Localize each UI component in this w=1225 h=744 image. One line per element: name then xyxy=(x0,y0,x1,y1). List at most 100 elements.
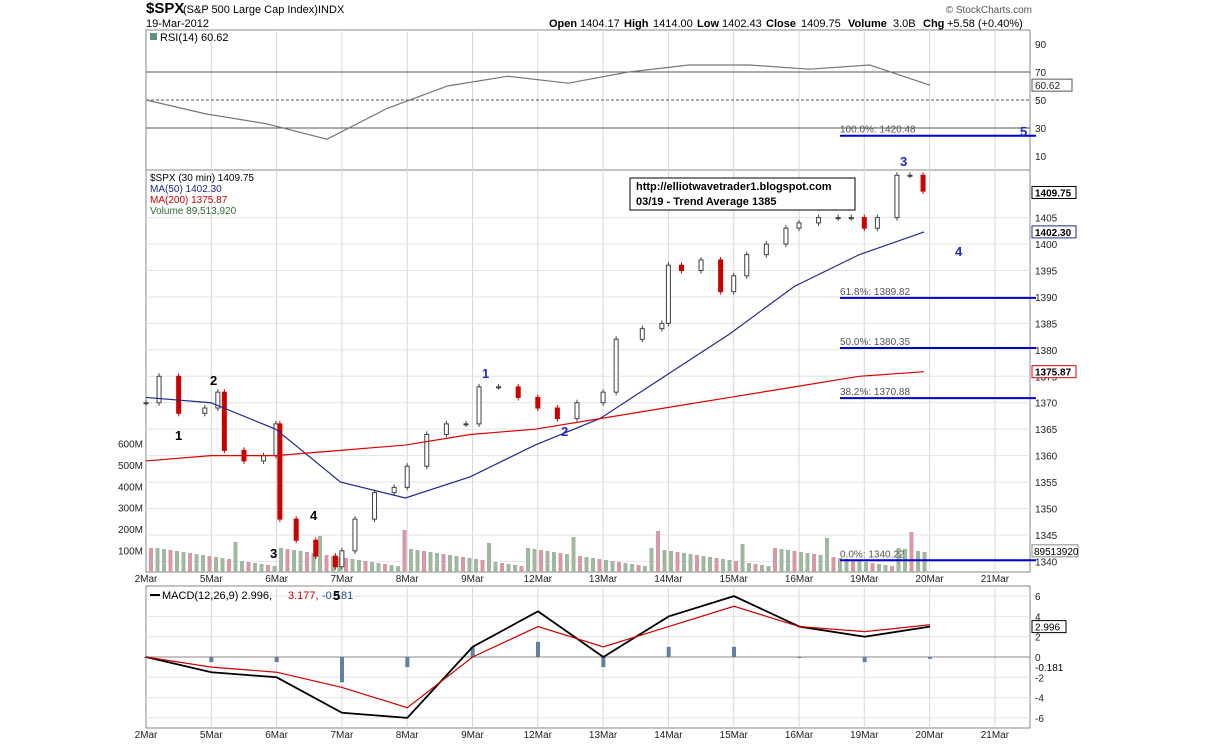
fib-layer: 100.0%: 1420.48 61.8%: 1389.82 50.0%: 1380… xyxy=(840,125,1036,562)
volume-bar xyxy=(168,550,173,572)
volume-bar xyxy=(688,554,693,572)
volume-bar xyxy=(526,548,530,572)
x-tick-label: 16Mar xyxy=(785,574,814,585)
chg-value: +5.58 (+0.40%) xyxy=(947,18,1023,30)
volume-bar xyxy=(740,544,745,572)
volume-bar xyxy=(201,555,205,572)
volume-bar xyxy=(552,552,556,572)
candle xyxy=(744,254,750,277)
volume-bar xyxy=(766,566,771,572)
volume-axis-label: 200M xyxy=(118,525,143,536)
macd-hist-current-value: -0.181 xyxy=(1035,663,1064,674)
volume-bar xyxy=(513,565,517,572)
volume-bar xyxy=(734,561,738,572)
candle xyxy=(835,217,841,220)
volume-bar xyxy=(298,551,303,572)
volume-bar xyxy=(259,564,264,572)
x-tick-label: 14Mar xyxy=(654,730,683,741)
volume-bar xyxy=(825,538,829,572)
candle xyxy=(678,264,684,272)
volume-bar xyxy=(305,552,309,572)
volume-bar xyxy=(292,550,296,572)
macd-axis-label: 2 xyxy=(1035,633,1041,644)
x-tick-label: 15Mar xyxy=(720,730,749,741)
volume-bar xyxy=(376,563,381,572)
macd-axis-label: 4 xyxy=(1035,612,1041,623)
macd-histogram-bar xyxy=(732,646,736,657)
volume-bar xyxy=(851,560,855,572)
volume-bar xyxy=(454,556,459,572)
volume-bar xyxy=(838,558,842,572)
macd-layer xyxy=(144,595,1030,719)
volume-bar xyxy=(370,562,374,572)
volume-bar xyxy=(467,558,472,572)
macd-legend-text-c: -0.181 xyxy=(322,590,353,602)
close-value: 1409.75 xyxy=(801,18,841,30)
candle xyxy=(894,174,900,219)
rsi-axis-label: 10 xyxy=(1035,152,1047,163)
candle xyxy=(261,455,267,462)
rsi-axis-label: 50 xyxy=(1035,96,1047,107)
volume-axis-label: 100M xyxy=(118,547,143,558)
wave-label: 3 xyxy=(270,546,277,561)
open-label: Open xyxy=(549,18,577,30)
volume-bar xyxy=(864,562,868,572)
volume-bar xyxy=(617,562,621,572)
volume-bar xyxy=(799,552,803,572)
volume-bar xyxy=(175,551,179,572)
candle xyxy=(763,243,769,256)
price-legend-ma200: MA(200) 1375.87 xyxy=(150,195,228,206)
macd-axis-label: -6 xyxy=(1035,714,1044,725)
candle xyxy=(816,217,822,224)
x-tick-label: 13Mar xyxy=(589,730,618,741)
volume-bar xyxy=(682,553,686,572)
volume-bar xyxy=(779,549,784,572)
volume-bar xyxy=(571,537,576,572)
candle xyxy=(796,222,802,229)
price-axis-label: 1405 xyxy=(1035,214,1058,225)
macd-histogram-bar xyxy=(928,657,932,659)
volume-bar xyxy=(630,564,634,572)
wave-label: 1 xyxy=(482,366,489,381)
annotation-box-frame xyxy=(629,177,856,211)
macd-axis-label: 6 xyxy=(1035,592,1041,603)
volume-bar xyxy=(844,559,849,572)
volume-bar xyxy=(188,553,192,572)
volume-bar xyxy=(792,551,797,572)
volume-bar xyxy=(760,565,764,572)
volume-bar xyxy=(812,554,816,572)
candle xyxy=(496,386,502,389)
x-tick-label: 20Mar xyxy=(915,574,944,585)
candle xyxy=(424,433,430,467)
price-current-tag xyxy=(1031,225,1077,239)
volume-bar xyxy=(747,563,751,572)
high-label: High xyxy=(624,18,649,30)
candle xyxy=(554,407,560,420)
rsi-legend-text: RSI(14) 60.62 xyxy=(160,32,228,44)
symbol-name: (S&P 500 Large Cap Index) xyxy=(183,4,318,16)
volume-bar xyxy=(753,564,758,572)
volume-value: 3.0B xyxy=(893,18,916,30)
wave-label: 5 xyxy=(1020,124,1027,139)
macd-legend-text-b: 3.177, xyxy=(288,590,319,602)
volume-bar xyxy=(701,556,706,572)
x-tick-label: 7Mar xyxy=(331,730,354,741)
x-tick-label: 7Mar xyxy=(331,574,354,585)
candle xyxy=(476,386,482,425)
brand-label: © StockCharts.com xyxy=(946,5,1032,16)
high-value: 1414.00 xyxy=(653,18,693,30)
fib-level-label: 38.2%: 1370.88 xyxy=(840,387,910,398)
symbol-title: $SPX xyxy=(146,0,184,17)
candle xyxy=(861,217,867,229)
wave-label: 4 xyxy=(310,508,318,523)
volume-bar xyxy=(162,549,166,572)
macd-signal-line xyxy=(145,605,931,709)
volume-bar xyxy=(870,563,875,572)
candle xyxy=(332,555,338,568)
candle xyxy=(313,539,319,557)
x-tick-label: 8Mar xyxy=(396,574,419,585)
axis-layer: 2Mar 2Mar 5Mar 5Mar 6Mar 6Mar 7Mar 7Mar 8Mar 8Mar… xyxy=(118,40,1079,741)
volume-bar xyxy=(448,555,452,572)
x-tick-label: 8Mar xyxy=(396,730,419,741)
candle xyxy=(143,402,149,405)
